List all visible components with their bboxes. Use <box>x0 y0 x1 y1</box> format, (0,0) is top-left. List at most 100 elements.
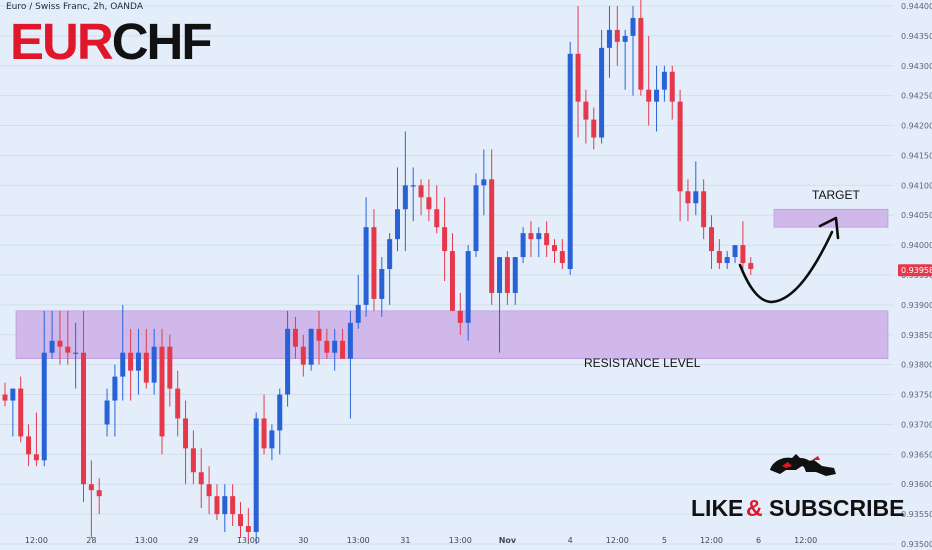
candle-bullish <box>355 275 361 329</box>
candle-body <box>340 340 346 359</box>
x-tick-label: 12:00 <box>700 536 723 545</box>
chart-grid <box>0 5 894 545</box>
candle-body <box>277 394 283 431</box>
candle-bearish <box>669 65 675 120</box>
candle-bearish <box>18 376 24 443</box>
candle-bullish <box>73 322 79 389</box>
candle-body <box>740 245 746 264</box>
candle-body <box>120 352 126 377</box>
candle-bearish <box>426 179 432 222</box>
candle-bearish <box>544 221 550 258</box>
candle-body <box>10 388 16 401</box>
candle-bullish <box>661 65 667 102</box>
candle-bullish <box>41 310 47 467</box>
candle-body <box>426 197 432 210</box>
candle-bearish <box>175 370 181 437</box>
candle-body <box>638 17 644 90</box>
candle-body <box>222 496 228 515</box>
x-tick-label: 13:00 <box>449 536 472 545</box>
candle-bullish <box>622 29 628 90</box>
x-tick-label: 12:00 <box>25 536 48 545</box>
candle-bearish <box>245 508 251 544</box>
candle-bullish <box>402 131 408 252</box>
candle-body <box>214 496 220 515</box>
candle-bullish <box>536 227 542 258</box>
candle-bearish <box>143 328 149 389</box>
current-price-label: 0.93958 <box>901 266 932 275</box>
y-tick-label: 0.93550 <box>901 510 932 519</box>
candle-bearish <box>292 316 298 359</box>
candle-body <box>622 35 628 42</box>
candle-body <box>489 179 495 293</box>
candle-bullish <box>120 304 126 401</box>
current-price-box <box>898 264 932 277</box>
candle-body <box>96 490 102 497</box>
candle-body <box>614 29 620 42</box>
candles-layer <box>2 0 754 544</box>
candle-body <box>693 191 699 204</box>
candle-bullish <box>387 233 393 305</box>
candle-bullish <box>473 173 479 258</box>
y-tick-label: 0.93600 <box>901 480 932 489</box>
candle-body <box>606 29 612 48</box>
candle-body <box>73 352 79 354</box>
candle-body <box>544 233 550 246</box>
y-tick-label: 0.94250 <box>901 92 932 101</box>
candle-body <box>379 269 385 299</box>
candle-bullish <box>135 328 141 395</box>
candle-body <box>135 352 141 371</box>
like-subscribe-banner: LIKE & SUBSCRIBE <box>691 495 904 521</box>
candle-bearish <box>677 89 683 222</box>
candle-bearish <box>457 292 463 335</box>
candle-bearish <box>504 251 510 305</box>
candle-bullish <box>10 388 16 437</box>
candle-bearish <box>449 233 455 311</box>
candle-bearish <box>709 215 714 270</box>
candle-bullish <box>693 161 699 216</box>
candle-body <box>159 346 165 437</box>
candle-bearish <box>300 334 306 377</box>
candle-bearish <box>638 0 644 96</box>
candle-body <box>230 496 236 515</box>
candle-body <box>457 310 463 323</box>
candle-body <box>292 328 298 347</box>
candle-body <box>198 472 204 485</box>
candle-bullish <box>520 227 526 264</box>
candle-bullish <box>567 41 573 275</box>
candle-bearish <box>418 179 424 216</box>
candle-bearish <box>33 412 39 467</box>
candle-body <box>355 304 361 323</box>
candle-bearish <box>316 310 322 365</box>
candle-bearish <box>559 239 565 270</box>
candle-body <box>238 514 243 527</box>
candle-body <box>654 89 660 102</box>
candle-body <box>410 185 416 187</box>
ampersand-text: & <box>746 495 763 521</box>
candle-body <box>434 209 440 228</box>
bull-bear-icon <box>770 454 836 476</box>
candle-body <box>528 233 534 240</box>
candle-body <box>49 340 55 353</box>
candle-bullish <box>732 245 738 264</box>
candle-bearish <box>183 400 189 485</box>
candle-body <box>583 101 589 120</box>
candle-body <box>575 53 581 102</box>
time-axis[interactable]: 12:00 28 13:00 29 13:00 30 13:00 31 13:00 Nov 4 12:… <box>25 536 817 545</box>
candle-body <box>630 17 636 36</box>
candle-bullish <box>410 167 416 222</box>
symbol-info: Euro / Swiss Franc, 2h, OANDA <box>6 2 143 12</box>
candle-body <box>387 239 393 270</box>
candle-bearish <box>167 334 173 407</box>
candle-body <box>701 191 707 228</box>
candle-bearish <box>740 221 746 270</box>
subscribe-text: SUBSCRIBE <box>769 495 904 521</box>
candle-body <box>300 346 306 365</box>
candle-body <box>748 263 754 270</box>
candle-body <box>261 418 267 449</box>
candle-body <box>104 400 110 425</box>
candle-body <box>57 340 63 347</box>
candle-bullish <box>481 149 487 216</box>
candle-bullish <box>599 29 605 144</box>
candle-bullish <box>347 310 353 419</box>
